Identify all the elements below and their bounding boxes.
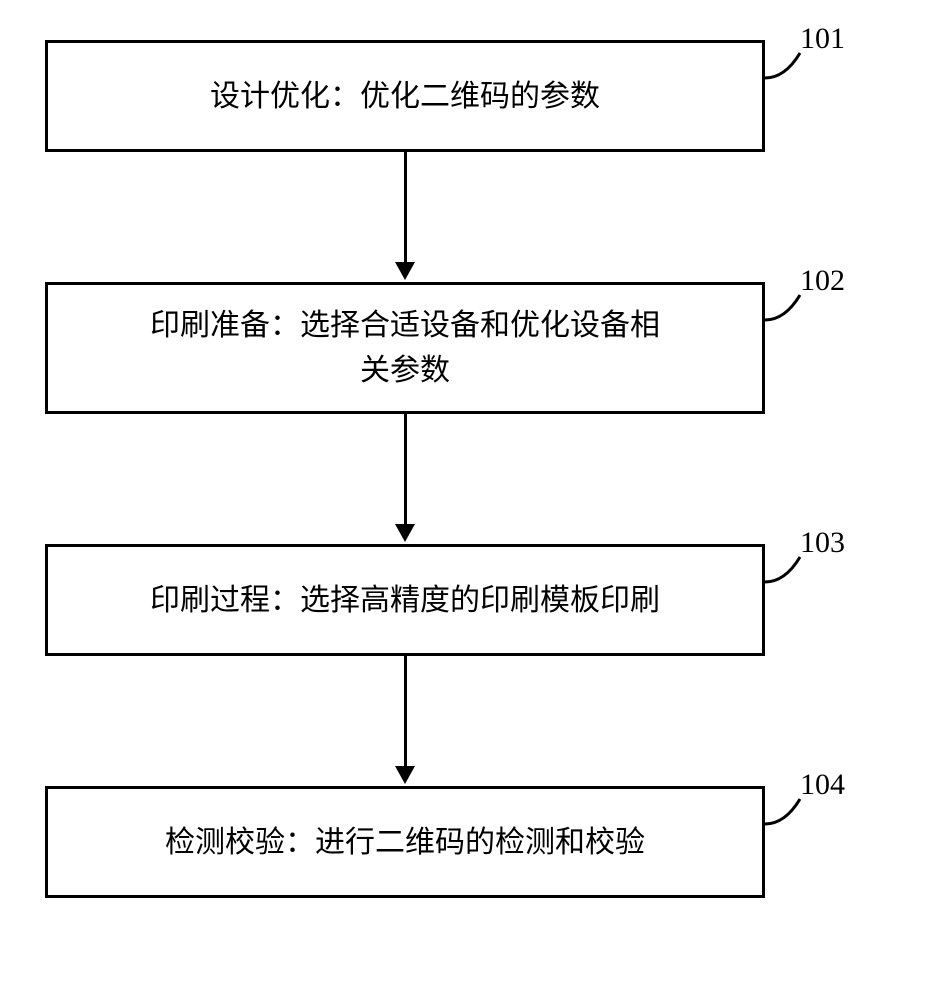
node-text: 设计优化：优化二维码的参数	[210, 74, 600, 119]
flowchart-node-step4: 检测校验：进行二维码的检测和校验	[45, 786, 765, 898]
node-text: 检测校验：进行二维码的检测和校验	[165, 820, 645, 865]
flow-arrow	[404, 152, 407, 264]
flowchart-node-step1: 设计优化：优化二维码的参数	[45, 40, 765, 152]
flowchart-node-step3: 印刷过程：选择高精度的印刷模板印刷	[45, 544, 765, 656]
arrow-head-icon	[395, 262, 415, 280]
node-label-101: 101	[800, 22, 845, 56]
node-text: 印刷过程：选择高精度的印刷模板印刷	[150, 578, 660, 623]
arrow-head-icon	[395, 524, 415, 542]
flow-arrow	[404, 414, 407, 526]
node-label-102: 102	[800, 264, 845, 298]
flowchart-canvas: 设计优化：优化二维码的参数 101 印刷准备：选择合适设备和优化设备相 关参数 …	[0, 0, 927, 1000]
flow-arrow	[404, 656, 407, 768]
flowchart-node-step2: 印刷准备：选择合适设备和优化设备相 关参数	[45, 282, 765, 414]
node-text: 印刷准备：选择合适设备和优化设备相 关参数	[150, 303, 660, 393]
arrow-head-icon	[395, 766, 415, 784]
node-label-104: 104	[800, 768, 845, 802]
node-label-103: 103	[800, 526, 845, 560]
